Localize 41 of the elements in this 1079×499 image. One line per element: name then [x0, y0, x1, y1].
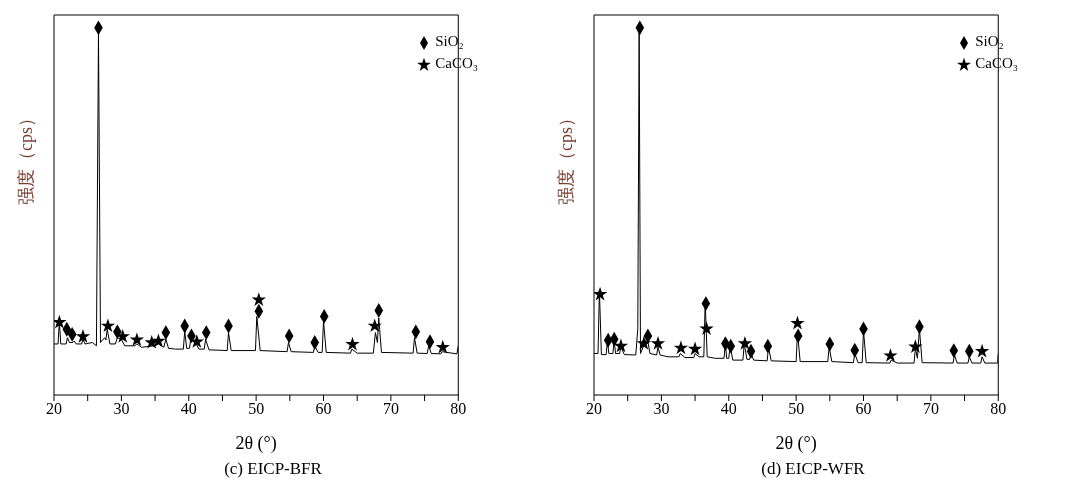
point — [54, 314, 67, 329]
point — [75, 329, 91, 343]
point — [699, 321, 714, 336]
point — [636, 336, 652, 350]
point — [151, 333, 166, 348]
point — [251, 292, 267, 307]
x-tick-label: 40 — [180, 400, 197, 418]
point — [908, 339, 923, 354]
point — [367, 318, 382, 333]
x-tick-label: 80 — [450, 400, 467, 418]
x-tick-label: 30 — [653, 400, 670, 418]
x-tick-label: 60 — [855, 400, 872, 418]
point — [594, 286, 608, 301]
y-axis-title: 强度（cps） — [16, 109, 37, 205]
point — [129, 332, 145, 347]
point — [790, 315, 805, 330]
x-tick-label: 80 — [990, 400, 1007, 418]
x-tick-label: 70 — [382, 400, 399, 418]
point — [673, 340, 689, 355]
point — [100, 318, 116, 333]
text: (c) EICP-BFR — [223, 459, 323, 479]
point — [345, 336, 360, 351]
point — [974, 343, 990, 358]
x-tick-label: 40 — [720, 400, 737, 418]
x-axis-title: 2θ (°) — [235, 433, 277, 454]
point — [687, 341, 703, 356]
x-tick-label: 30 — [113, 400, 130, 418]
point — [650, 336, 666, 350]
y-axis-title: 强度（cps） — [556, 109, 577, 205]
x-tick-label: 60 — [315, 400, 332, 418]
x-tick-label: 50 — [248, 400, 265, 418]
x-axis-title: 2θ (°) — [775, 433, 817, 454]
point — [883, 348, 898, 362]
x-tick-label: 50 — [788, 400, 805, 418]
point — [435, 339, 450, 354]
text: (d) EICP-WFR — [760, 459, 866, 479]
point — [613, 338, 629, 353]
x-tick-label: 20 — [46, 400, 62, 418]
x-tick-label: 70 — [922, 400, 939, 418]
x-tick-label: 20 — [586, 400, 602, 418]
point — [737, 336, 753, 350]
